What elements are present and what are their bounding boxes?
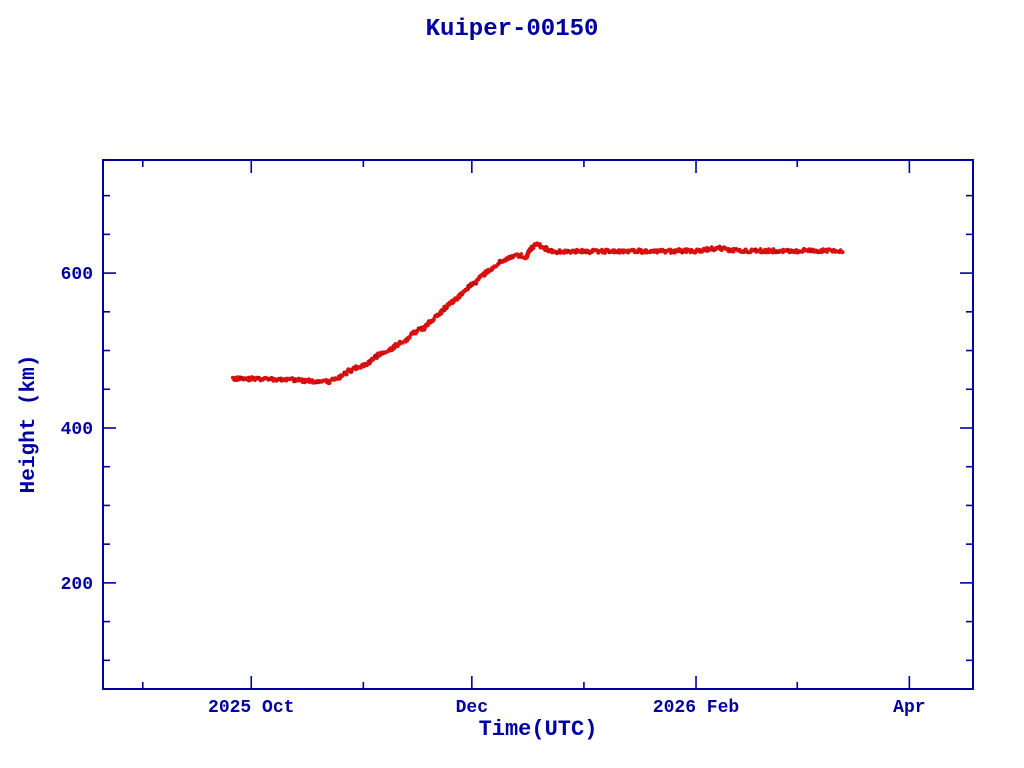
series-observed-track — [230, 241, 845, 386]
x-tick-label: 2025 Oct — [208, 698, 294, 718]
chart-title: Kuiper-00150 — [425, 16, 599, 43]
y-tick-label: 400 — [61, 420, 93, 440]
x-tick-label: 2026 Feb — [653, 698, 739, 718]
x-tick-label: Dec — [456, 698, 488, 718]
x-axis-label: Time(UTC) — [478, 717, 598, 742]
x-tick-label: Apr — [893, 698, 925, 718]
series-predicted-track — [232, 244, 843, 383]
y-tick-label: 600 — [61, 265, 93, 285]
plot-frame — [102, 159, 974, 690]
y-tick-label: 200 — [61, 575, 93, 595]
